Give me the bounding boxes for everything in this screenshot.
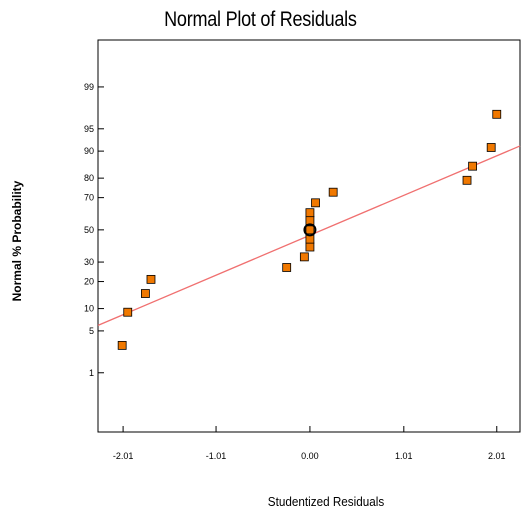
- y-axis-label: Normal % Probability: [10, 180, 24, 302]
- y-axis: 1 5 10 20 30 50 70 80 90 95 99: [84, 82, 104, 378]
- x-axis: -2.01 -1.01 0.00 1.01 2.01: [113, 426, 506, 461]
- y-tick-label: 30: [84, 257, 94, 267]
- x-tick-label: -2.01: [113, 451, 134, 461]
- chart-title: Normal Plot of Residuals: [164, 8, 357, 31]
- data-point: [486, 143, 496, 152]
- y-tick-label: 20: [84, 277, 94, 287]
- y-tick-label: 80: [84, 173, 94, 183]
- y-tick-label: 1: [89, 368, 94, 378]
- data-point: [141, 289, 150, 298]
- x-tick-label: 2.01: [488, 451, 506, 461]
- y-tick-label: 70: [84, 193, 94, 203]
- data-point: [123, 307, 133, 317]
- data-point: [146, 274, 156, 284]
- data-point: [462, 175, 472, 185]
- data-point: [468, 161, 477, 171]
- data-point: [305, 225, 315, 235]
- data-point: [305, 208, 315, 218]
- data-point: [492, 109, 502, 119]
- y-tick-label: 50: [84, 225, 94, 235]
- data-point: [305, 242, 315, 252]
- y-tick-label: 90: [84, 146, 94, 156]
- x-tick-label: -1.01: [206, 451, 227, 461]
- highlighted-point-marker: [303, 223, 317, 237]
- data-point: [282, 263, 292, 272]
- x-axis-label: Studentized Residuals: [267, 494, 385, 509]
- y-tick-label: 95: [84, 124, 94, 134]
- data-point: [117, 340, 127, 350]
- data-point: [328, 187, 338, 197]
- y-tick-label: 10: [84, 304, 94, 314]
- data-points: [117, 109, 502, 350]
- plot-frame: [97, 39, 521, 433]
- data-point: [311, 198, 320, 208]
- y-tick-label: 99: [84, 82, 94, 92]
- y-tick-label: 5: [89, 326, 94, 336]
- x-tick-label: 0.00: [301, 451, 319, 461]
- data-point: [299, 252, 309, 262]
- x-tick-label: 1.01: [395, 451, 413, 461]
